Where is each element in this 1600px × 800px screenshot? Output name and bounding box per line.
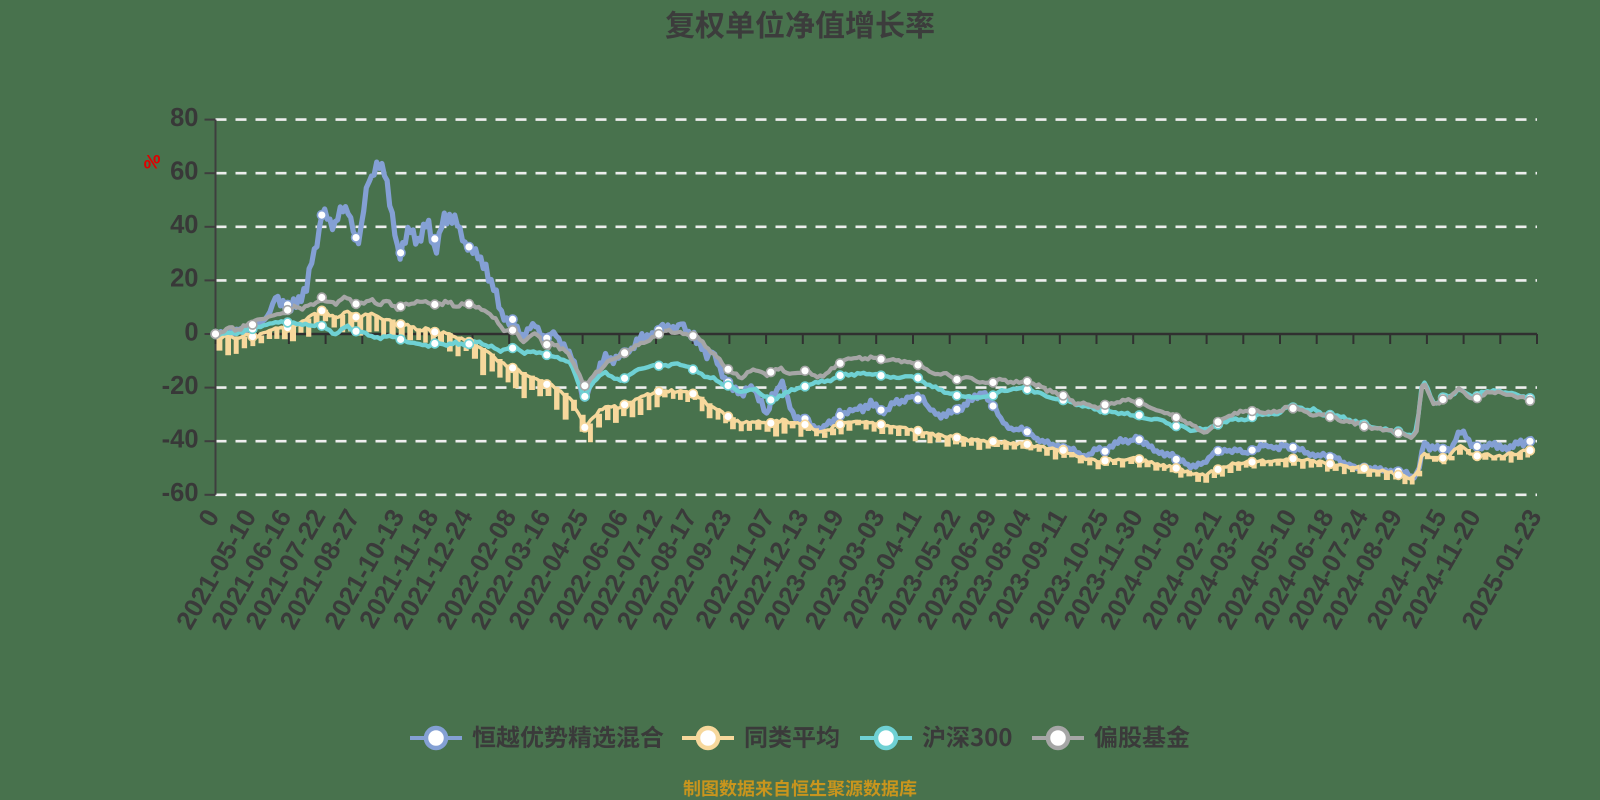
svg-text:0: 0	[184, 318, 198, 346]
svg-text:40: 40	[170, 211, 198, 239]
svg-text:20: 20	[170, 265, 198, 293]
svg-text:60: 60	[170, 158, 198, 186]
svg-text:-20: -20	[162, 372, 199, 400]
svg-text:-60: -60	[162, 479, 199, 507]
svg-text:-40: -40	[162, 426, 199, 454]
svg-text:%: %	[144, 153, 161, 174]
svg-text:80: 80	[170, 104, 198, 132]
